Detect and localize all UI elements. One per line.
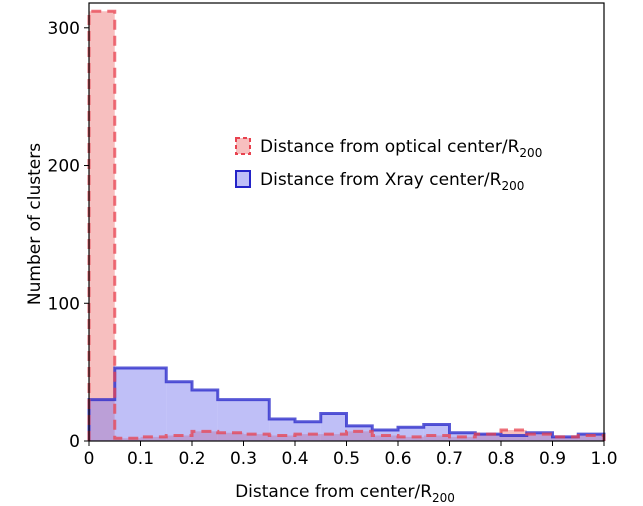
x-tick-label: 0.4: [281, 449, 308, 469]
legend-swatch-xray: [235, 170, 251, 188]
x-tick-label: 0: [84, 449, 95, 469]
y-axis-ticks: 0 100 200 300: [48, 19, 89, 452]
xray-bar: [526, 432, 553, 441]
xray-bar: [475, 434, 501, 441]
x-tick-label: 0.3: [230, 449, 257, 469]
xray-bar: [398, 427, 424, 441]
optical-series-outline: [87, 9, 606, 441]
xray-bar: [269, 418, 295, 441]
legend-label-xray: Distance from Xray center/R200: [260, 170, 524, 193]
legend: Distance from optical center/R200 Distan…: [235, 137, 542, 193]
xray-bar: [166, 381, 192, 441]
y-tick-label: 300: [48, 19, 80, 39]
y-axis-label: Number of clusters: [25, 143, 45, 305]
x-axis-label: Distance from center/R200: [235, 482, 455, 505]
legend-swatch-optical: [235, 137, 251, 155]
legend-label-optical: Distance from optical center/R200: [260, 137, 542, 160]
xray-bar: [320, 413, 347, 441]
y-tick-label: 200: [48, 157, 80, 177]
xray-bar: [114, 368, 141, 441]
xray-bar: [346, 425, 373, 441]
x-tick-label: 0.8: [487, 449, 514, 469]
xray-bar: [423, 424, 450, 441]
xray-series-bars: [89, 368, 604, 441]
xray-bar: [295, 421, 321, 441]
y-tick-label: 0: [69, 432, 80, 452]
xray-bar: [89, 399, 115, 441]
xray-bar: [501, 435, 527, 441]
xray-bar: [140, 368, 167, 441]
y-tick-label: 100: [48, 294, 80, 314]
optical-bar: [89, 11, 115, 441]
x-axis-ticks: 0 0.1 0.2 0.3 0.4 0.5 0.6 0.7 0.8 0.9 1.0: [84, 441, 618, 469]
x-tick-label: 0.9: [539, 449, 566, 469]
x-tick-label: 0.5: [333, 449, 360, 469]
xray-bar: [578, 434, 604, 441]
x-tick-label: 1.0: [590, 449, 617, 469]
x-tick-label: 0.6: [384, 449, 411, 469]
xray-bar: [217, 399, 244, 441]
xray-bar: [192, 390, 218, 441]
x-tick-label: 0.7: [436, 449, 463, 469]
xray-bar: [552, 436, 579, 441]
x-tick-label: 0.1: [127, 449, 154, 469]
x-tick-label: 0.2: [178, 449, 205, 469]
